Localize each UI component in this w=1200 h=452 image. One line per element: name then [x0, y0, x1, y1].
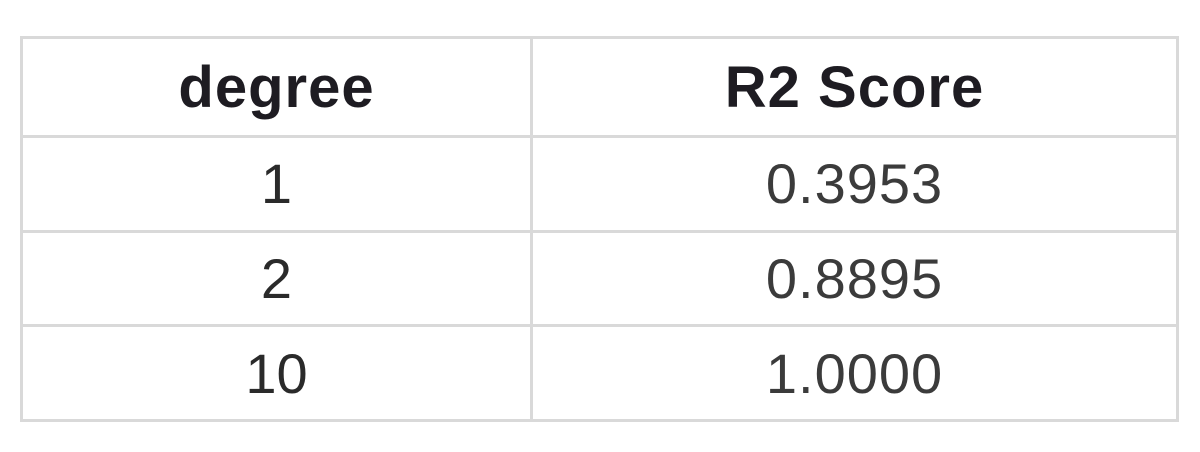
table-row: 10 1.0000: [20, 324, 1179, 422]
cell-degree: 2: [20, 229, 533, 328]
cell-degree: 1: [20, 135, 533, 233]
cell-degree: 10: [20, 324, 533, 422]
table-row: 2 0.8895: [20, 229, 1179, 328]
table-container: degree R2 Score 1 0.3953 2 0.8895 10 1.0…: [20, 36, 1179, 422]
table-row: 1 0.3953: [20, 135, 1179, 233]
r2-score-table: degree R2 Score 1 0.3953 2 0.8895 10 1.0…: [20, 36, 1179, 422]
header-degree: degree: [20, 36, 533, 138]
cell-r2-score: 0.8895: [530, 229, 1179, 328]
header-row: degree R2 Score: [20, 36, 1179, 138]
cell-r2-score: 0.3953: [530, 135, 1179, 233]
header-r2-score: R2 Score: [530, 36, 1179, 138]
cell-r2-score: 1.0000: [530, 324, 1179, 422]
